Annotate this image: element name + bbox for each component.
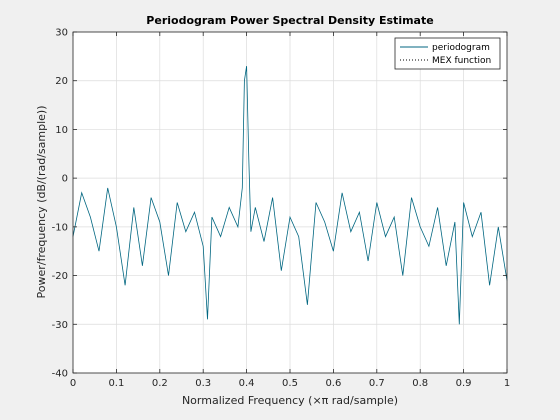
x-axis-label: Normalized Frequency (×π rad/sample) xyxy=(182,394,398,407)
x-tick-label: 0.1 xyxy=(108,378,124,389)
x-tick-label: 0.4 xyxy=(239,378,255,389)
y-tick-labels: -40 -30 -20 -10 0 10 20 30 xyxy=(52,28,68,380)
chart-title: Periodogram Power Spectral Density Estim… xyxy=(146,14,433,27)
y-tick-label: 30 xyxy=(55,28,68,39)
y-axis-label: Power/frequency (dB/(rad/sample)) xyxy=(35,106,48,299)
y-tick-label: 20 xyxy=(55,76,68,87)
x-tick-label: 0.7 xyxy=(369,378,385,389)
series-line-periodogram xyxy=(72,66,508,325)
x-tick-label: 0.2 xyxy=(152,378,168,389)
x-tick-labels: 0 0.1 0.2 0.3 0.4 0.5 0.6 0.7 0.8 0.9 1 xyxy=(70,378,510,389)
legend-label-mex: MEX function xyxy=(432,56,491,66)
legend-box xyxy=(394,37,501,70)
x-tick-label: 0.6 xyxy=(325,378,341,389)
legend-label-periodogram: periodogram xyxy=(432,43,490,53)
x-tick-label: 1 xyxy=(504,378,510,389)
x-tick-label: 0.8 xyxy=(412,378,428,389)
y-tick-label: 10 xyxy=(55,125,68,136)
tick-marks xyxy=(72,31,508,374)
series-layer xyxy=(72,66,508,325)
x-tick-label: 0.5 xyxy=(282,378,298,389)
x-tick-label: 0.9 xyxy=(456,378,472,389)
y-tick-label: -10 xyxy=(52,222,68,233)
legend: periodogram MEX function xyxy=(394,37,501,70)
y-tick-label: -30 xyxy=(52,320,68,331)
x-tick-label: 0 xyxy=(70,378,76,389)
y-tick-label: -20 xyxy=(52,271,68,282)
y-tick-label: 0 xyxy=(62,174,68,185)
x-tick-label: 0.3 xyxy=(195,378,211,389)
y-tick-label: -40 xyxy=(52,369,68,380)
